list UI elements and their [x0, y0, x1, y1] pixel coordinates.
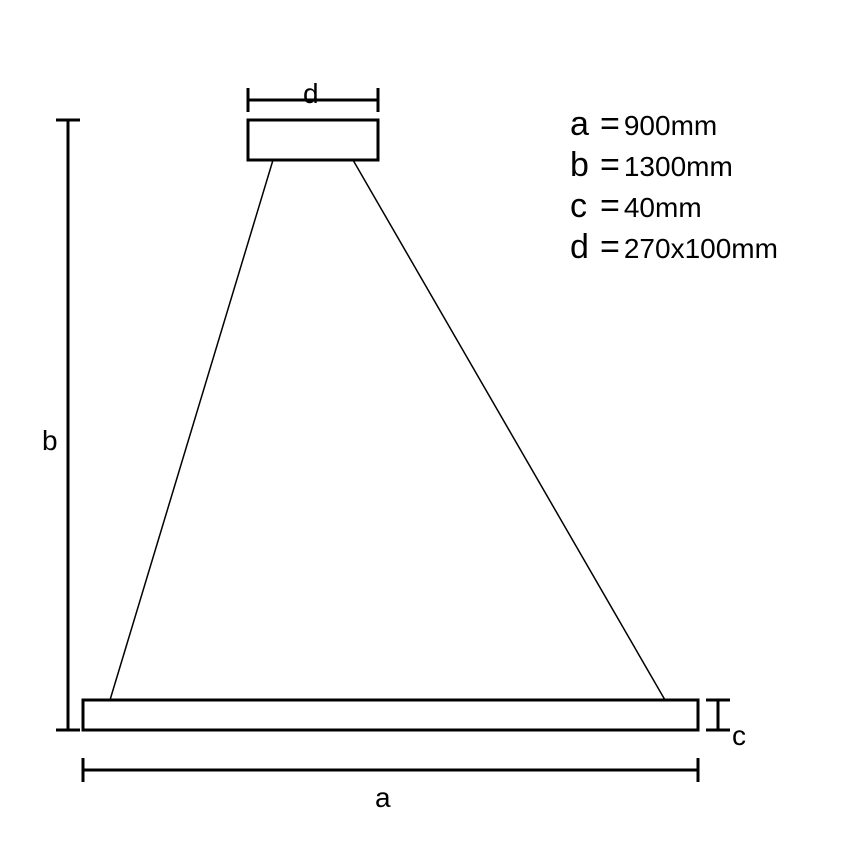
legend-key-d: d — [570, 228, 600, 267]
equals-sign: = — [600, 187, 620, 226]
dim-label-c: c — [732, 720, 746, 752]
legend-key-c: c — [570, 187, 600, 226]
legend-val-a: 900mm — [624, 110, 717, 142]
legend-val-c: 40mm — [624, 192, 702, 224]
equals-sign: = — [600, 146, 620, 185]
legend-row-a: a = 900mm — [570, 105, 778, 144]
legend-key-a: a — [570, 105, 600, 144]
dim-label-a: a — [375, 782, 391, 814]
legend-val-d: 270x100mm — [624, 233, 778, 265]
dim-label-d: d — [303, 78, 319, 110]
dim-label-b: b — [42, 425, 58, 457]
legend-key-b: b — [570, 146, 600, 185]
legend-row-b: b = 1300mm — [570, 146, 778, 185]
equals-sign: = — [600, 228, 620, 267]
dimension-legend: a = 900mm b = 1300mm c = 40mm d = 270x10… — [570, 105, 778, 269]
legend-row-c: c = 40mm — [570, 187, 778, 226]
legend-val-b: 1300mm — [624, 151, 733, 183]
legend-row-d: d = 270x100mm — [570, 228, 778, 267]
equals-sign: = — [600, 105, 620, 144]
